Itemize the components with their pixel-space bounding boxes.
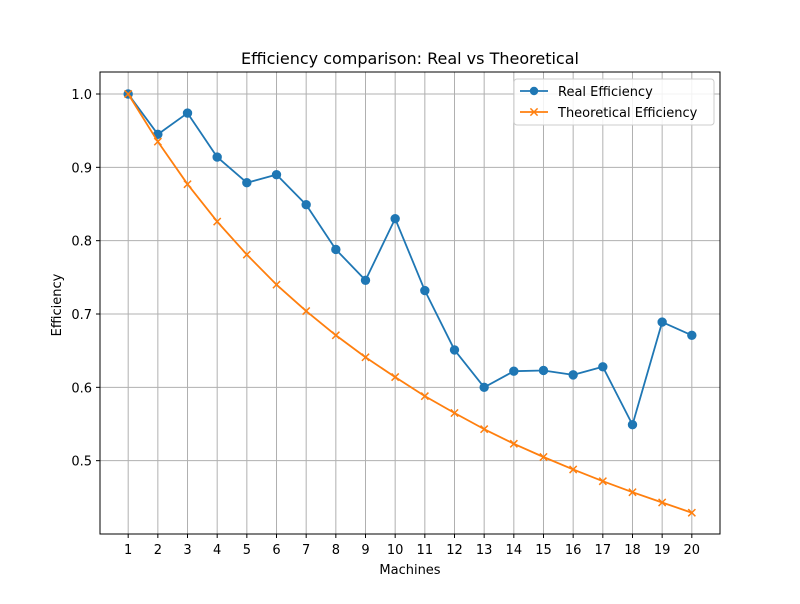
data-point xyxy=(360,275,371,285)
x-tick-label: 20 xyxy=(684,543,701,558)
data-point xyxy=(449,345,460,355)
series-line xyxy=(127,93,693,514)
data-point xyxy=(598,477,607,486)
data-point xyxy=(658,498,667,507)
y-tick-label: 0.9 xyxy=(71,161,92,176)
x-tick-label: 1 xyxy=(124,543,132,558)
series-real-efficiency xyxy=(123,89,697,430)
x-axis-label: Machines xyxy=(379,563,440,578)
legend-box xyxy=(513,78,715,126)
data-point xyxy=(271,169,282,180)
data-point xyxy=(687,330,697,340)
data-point xyxy=(213,217,222,226)
x-tick-label: 9 xyxy=(361,543,369,558)
data-point xyxy=(687,508,696,517)
data-point xyxy=(391,372,400,382)
y-tick-label: 0.5 xyxy=(71,455,92,470)
x-tick-label: 7 xyxy=(302,543,310,558)
data-point xyxy=(568,370,578,380)
data-point xyxy=(361,353,370,362)
data-point xyxy=(657,317,667,327)
data-point xyxy=(450,408,459,418)
x-tick-label: 13 xyxy=(476,543,493,558)
data-point xyxy=(182,108,193,118)
data-point xyxy=(183,180,192,189)
data-point xyxy=(598,362,608,372)
x-tick-label: 12 xyxy=(446,543,463,558)
x-tick-label: 17 xyxy=(595,543,612,558)
legend: Real Efficiency Theoretical Efficiency xyxy=(513,78,715,126)
data-point xyxy=(212,152,222,162)
x-tick-label: 5 xyxy=(243,543,251,558)
legend-marker xyxy=(529,107,539,117)
y-tick-label: 1.0 xyxy=(71,88,92,103)
plot-frame xyxy=(99,71,721,535)
data-point xyxy=(627,420,638,430)
x-tick-label: 6 xyxy=(272,543,280,558)
data-point xyxy=(331,331,340,340)
data-point xyxy=(272,280,281,289)
legend-label: Theoretical Efficiency xyxy=(557,106,698,121)
data-point xyxy=(124,89,133,99)
data-point xyxy=(390,213,400,224)
data-point xyxy=(331,244,341,255)
x-tick-label: 3 xyxy=(183,543,191,558)
data-point xyxy=(509,366,519,376)
axes-layer: 1 2 3 4 5 6 7 8 9 10 11 12 13 14 15 16 17 18 19 200.50.60.7… xyxy=(71,71,721,558)
x-tick-label: 14 xyxy=(506,543,523,558)
x-tick-label: 16 xyxy=(565,543,582,558)
data-point xyxy=(153,137,162,146)
x-tick-label: 2 xyxy=(154,543,162,558)
x-tick-label: 10 xyxy=(387,543,404,558)
legend-item: Theoretical Efficiency xyxy=(520,106,698,121)
data-point xyxy=(242,250,251,259)
x-tick-label: 15 xyxy=(535,543,552,558)
data-point xyxy=(480,425,489,434)
data-point xyxy=(242,178,252,188)
grid-layer xyxy=(100,72,720,534)
legend-marker xyxy=(529,86,539,96)
series-layer xyxy=(123,89,697,517)
y-tick-label: 0.6 xyxy=(71,381,92,396)
chart-title: Efficiency comparison: Real vs Theoretic… xyxy=(241,49,579,68)
y-tick-label: 0.8 xyxy=(71,235,92,250)
data-point xyxy=(301,200,311,210)
x-tick-label: 19 xyxy=(654,543,671,558)
legend-item: Real Efficiency xyxy=(520,85,653,100)
data-point xyxy=(420,285,430,296)
series-theoretical-efficiency xyxy=(124,89,696,517)
y-axis-label: Efficiency xyxy=(50,273,65,336)
data-point xyxy=(509,439,518,448)
series-line xyxy=(127,93,693,426)
data-point xyxy=(538,365,549,376)
legend-label: Real Efficiency xyxy=(558,85,653,100)
data-point xyxy=(539,452,548,462)
data-point xyxy=(479,382,489,393)
x-tick-label: 8 xyxy=(332,543,340,558)
x-tick-label: 11 xyxy=(417,543,434,558)
y-tick-label: 0.7 xyxy=(71,308,92,323)
x-tick-label: 18 xyxy=(624,543,641,558)
data-point xyxy=(302,306,311,316)
data-point xyxy=(628,488,637,497)
x-tick-label: 4 xyxy=(213,543,221,558)
data-point xyxy=(569,465,578,474)
data-point xyxy=(420,392,429,401)
